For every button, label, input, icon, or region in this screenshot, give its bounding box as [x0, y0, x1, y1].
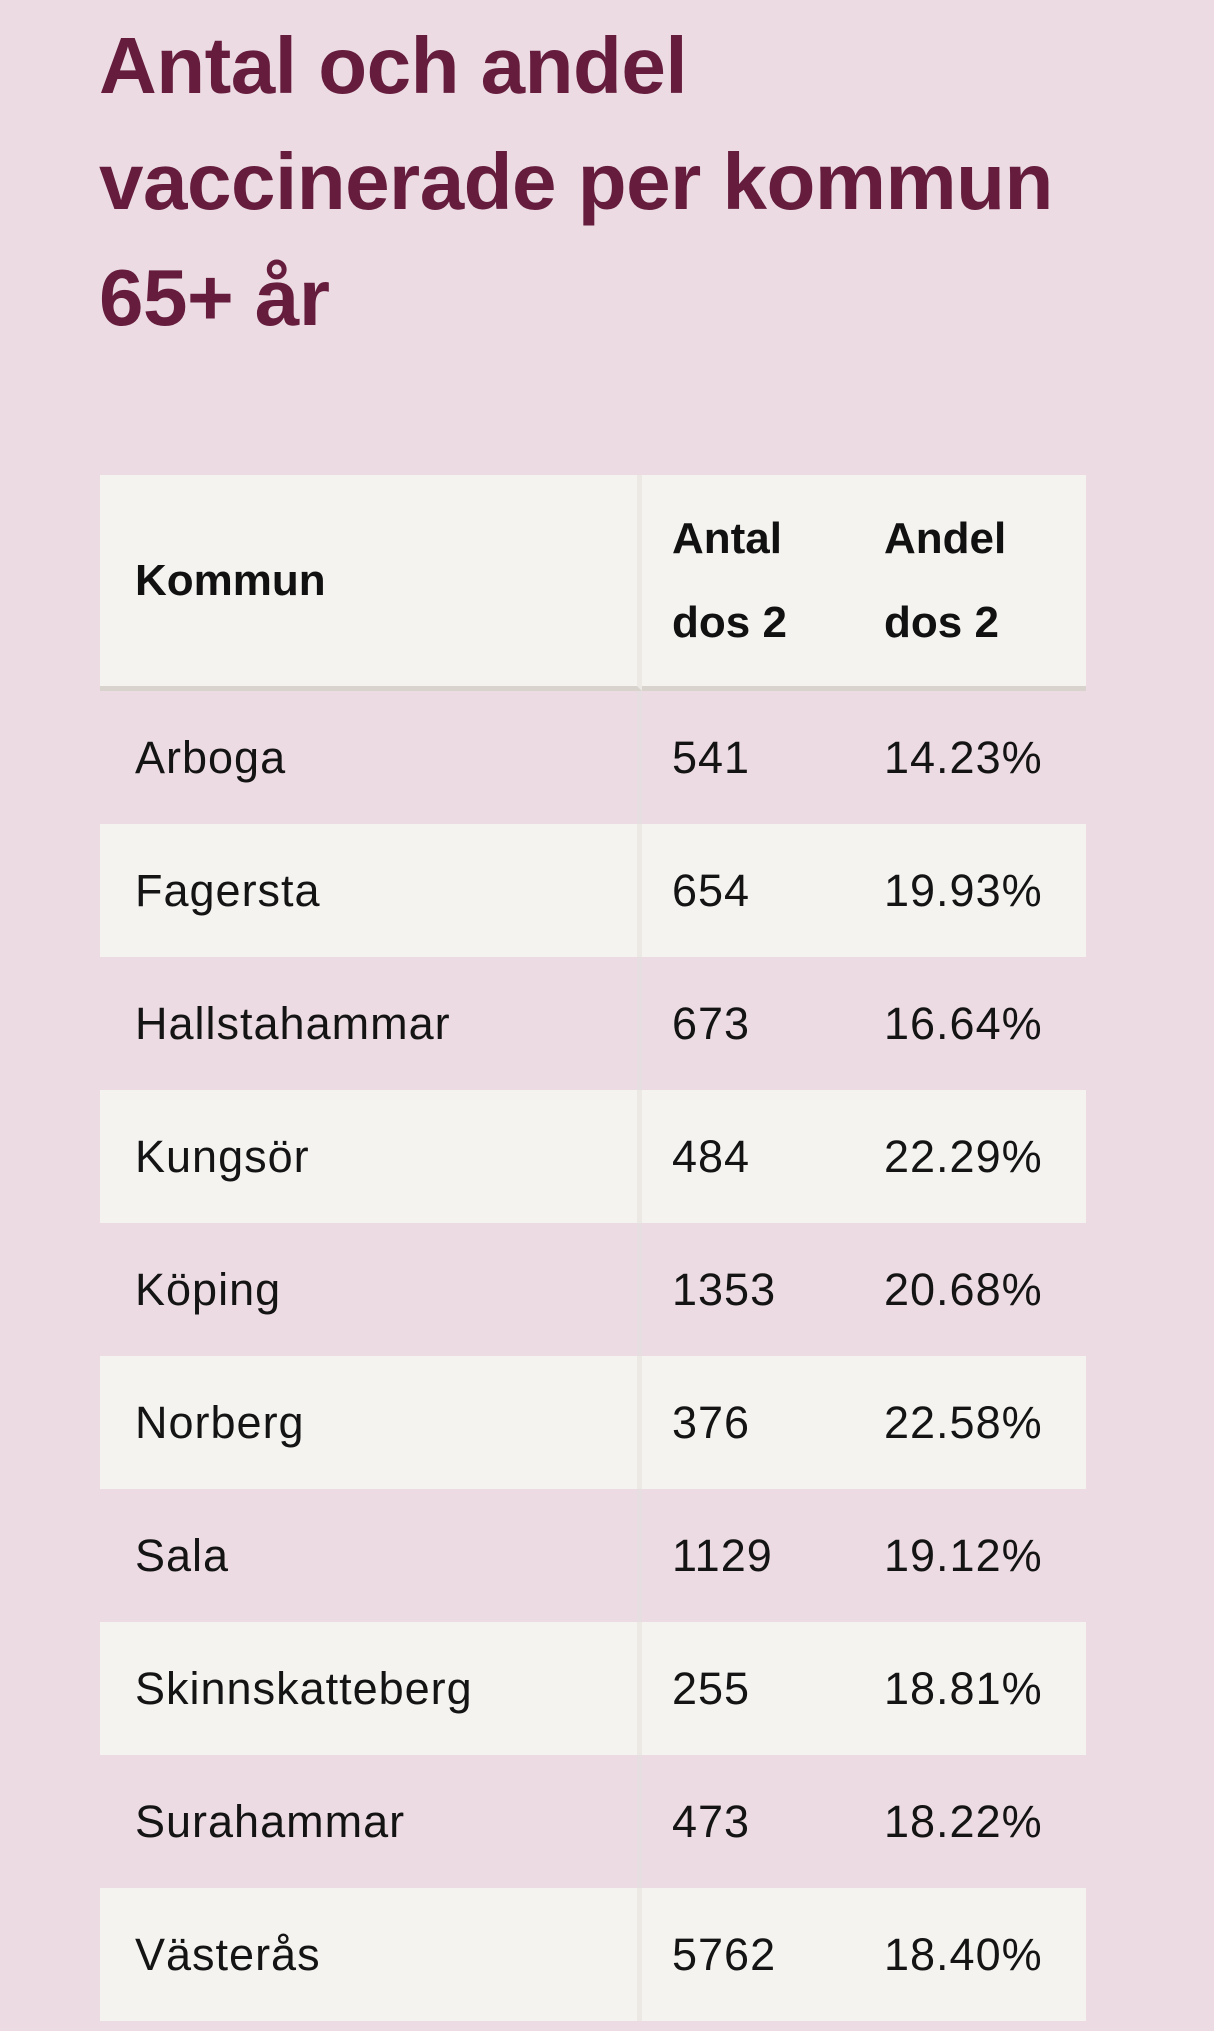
cell-antal: 1353	[672, 1263, 777, 1315]
table-row: Köping 1353 20.68%	[100, 1223, 1086, 1356]
cell-andel: 19.12%	[884, 1529, 1043, 1581]
cell-antal: 5762	[642, 1888, 864, 2021]
cell-antal: 1129	[672, 1529, 773, 1581]
cell-kommun: Sala	[100, 1489, 642, 1622]
cell-kommun: Skinnskatteberg	[100, 1622, 642, 1755]
table-row: Norberg 376 22.58%	[100, 1356, 1086, 1489]
cell-kommun: Köping	[100, 1223, 642, 1356]
cell-antal: 473	[672, 1795, 751, 1847]
cell-kommun: Arboga	[100, 691, 642, 824]
title-line-3: 65+ år	[99, 253, 330, 342]
title-line-1: Antal och andel	[99, 21, 688, 110]
table-row: Fagersta 654 19.93%	[100, 824, 1086, 957]
cell-kommun: Fagersta	[100, 824, 642, 957]
vaccination-table: Kommun Antal dos 2 Andel dos 2 Arboga 54…	[100, 475, 1086, 2021]
table-row: Kungsör 484 22.29%	[100, 1090, 1086, 1223]
cell-antal: 654	[642, 824, 864, 957]
header-andel-line-1: Andel	[884, 513, 1007, 563]
header-antal-dos-2[interactable]: Antal dos 2	[642, 475, 864, 691]
cell-antal: 255	[642, 1622, 864, 1755]
table-row: Sala 1129 19.12%	[100, 1489, 1086, 1622]
cell-andel: 19.93%	[864, 824, 1086, 957]
cell-kommun: Kungsör	[100, 1090, 642, 1223]
cell-antal: 484	[642, 1090, 864, 1223]
cell-antal: 673	[672, 997, 751, 1049]
cell-andel: 18.22%	[884, 1795, 1043, 1847]
cell-andel: 18.40%	[864, 1888, 1086, 2021]
header-antal-line-2: dos 2	[672, 597, 787, 647]
vaccination-table-container: Kommun Antal dos 2 Andel dos 2 Arboga 54…	[100, 475, 1086, 2021]
header-kommun[interactable]: Kommun	[100, 475, 642, 691]
header-andel-line-2: dos 2	[884, 597, 999, 647]
cell-kommun: Norberg	[100, 1356, 642, 1489]
table-row: Västerås 5762 18.40%	[100, 1888, 1086, 2021]
page-title: Antal och andel vaccinerade per kommun 6…	[99, 8, 1099, 356]
cell-kommun: Surahammar	[100, 1755, 642, 1888]
table-row: Surahammar 473 18.22%	[100, 1755, 1086, 1888]
cell-andel: 14.23%	[884, 731, 1043, 783]
cell-antal: 541	[672, 731, 751, 783]
table-row: Skinnskatteberg 255 18.81%	[100, 1622, 1086, 1755]
cell-andel: 22.29%	[864, 1090, 1086, 1223]
cell-andel: 22.58%	[864, 1356, 1086, 1489]
cell-andel: 20.68%	[884, 1263, 1043, 1315]
cell-kommun: Västerås	[100, 1888, 642, 2021]
title-line-2: vaccinerade per kommun	[99, 137, 1053, 226]
header-kommun-label: Kommun	[135, 555, 326, 605]
cell-antal: 376	[642, 1356, 864, 1489]
cell-andel: 16.64%	[884, 997, 1043, 1049]
table-row: Hallstahammar 673 16.64%	[100, 957, 1086, 1090]
header-andel-dos-2[interactable]: Andel dos 2	[864, 475, 1086, 691]
table-row: Arboga 541 14.23%	[100, 691, 1086, 824]
cell-kommun: Hallstahammar	[100, 957, 642, 1090]
table-header-row: Kommun Antal dos 2 Andel dos 2	[100, 475, 1086, 691]
header-antal-line-1: Antal	[672, 513, 782, 563]
cell-andel: 18.81%	[864, 1622, 1086, 1755]
